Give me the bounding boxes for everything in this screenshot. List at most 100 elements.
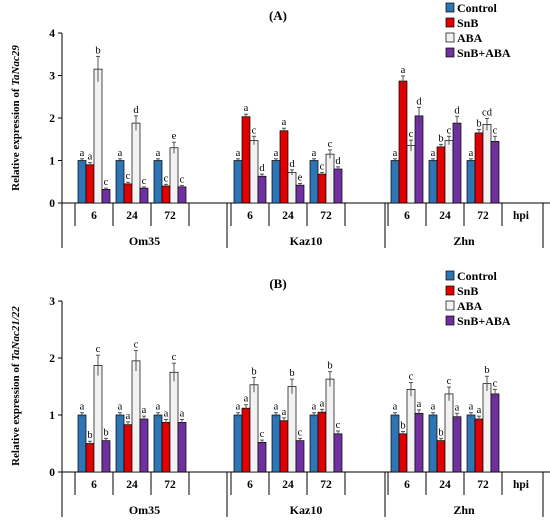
panel-a-significance-letter: e <box>298 172 303 183</box>
panel-b-significance-letter: a <box>393 402 398 413</box>
panel-a-significance-letter: a <box>401 65 406 76</box>
panel-a-significance-letter: c <box>252 125 257 136</box>
panel-a-bar-control-zhn-6h <box>390 160 400 204</box>
panel-b-bar-snb-zhn-6h <box>398 433 408 473</box>
panel-b-significance-letter: b <box>400 421 405 432</box>
panel-a-y-tick-label: 1 <box>49 156 55 168</box>
panel-b: (B) Relative expression of TaNac21/22 0 1… <box>10 269 550 517</box>
panel-a-bar-snb-zhn-72h <box>474 132 484 204</box>
panel-a-bar-snb-zhn-6h <box>398 80 408 204</box>
panel-a-significance-letter: a <box>244 103 249 114</box>
panel-b-legend-swatch <box>445 285 455 296</box>
panel-a-timepoint-label: 24 <box>282 210 294 222</box>
panel-b-significance-letter: b <box>289 368 294 379</box>
panel-b-significance-letter: a <box>244 394 249 405</box>
panel-a-significance-letter: b <box>438 133 443 144</box>
panel-a-significance-letter: cd <box>482 107 493 118</box>
panel-b-bar-aba-zhn-6h <box>406 389 416 473</box>
panel-a-legend-swatch <box>445 2 455 13</box>
panel-b-timepoint-label: 72 <box>164 479 176 491</box>
panel-a-significance-letter: e <box>172 131 177 142</box>
panel-a-significance-letter: d <box>335 156 341 167</box>
panel-b-y-tick-label: 0 <box>49 467 55 479</box>
panel-a-significance-letter: c <box>320 161 325 172</box>
panel-b-significance-letter: a <box>126 411 131 422</box>
panel-b-legend-entry: SnB <box>457 284 478 298</box>
panel-b-timepoint-label: 72 <box>320 479 332 491</box>
panel-b-timepoint-label: 24 <box>126 479 138 491</box>
panel-b-bar-aba-kaz10-72h <box>325 378 335 473</box>
panel-b-cultivar-label: Zhn <box>453 503 475 517</box>
panel-a-significance-letter: b <box>95 45 100 56</box>
panel-b-significance-letter: a <box>274 402 279 413</box>
panel-b-y-tick-label: 2 <box>49 353 55 365</box>
panel-a-significance-letter: c <box>447 125 452 136</box>
panel-b-bar-aba-om35-24h <box>131 360 141 473</box>
panel-b-bar-snb-kaz10-6h <box>241 407 251 473</box>
panel-b-significance-letter: b <box>251 366 256 377</box>
panel-b-significance-letter: a <box>282 407 287 418</box>
panel-b-bar-control-zhn-24h <box>428 414 438 473</box>
panel-a-bar-control-kaz10-6h <box>233 160 243 204</box>
panel-a-timepoint-label: 6 <box>404 210 410 222</box>
panel-a-bar-snb-om35-24h <box>123 183 133 204</box>
panel-b-significance-letter: a <box>236 402 241 413</box>
panel-a-timepoint-label: 24 <box>126 210 138 222</box>
panel-b-significance-letter: c <box>172 352 177 363</box>
panel-b-bar-control-kaz10-6h <box>233 414 243 473</box>
panel-a-timepoint-label: 6 <box>91 210 97 222</box>
panel-a-bar-control-zhn-24h <box>428 160 438 204</box>
panel-b-bar-snb-aba-zhn-24h <box>452 416 462 473</box>
panel-b-x-unit-label: hpi <box>513 479 530 491</box>
panel-a-y-tick-label: 2 <box>49 113 55 125</box>
panel-a-bar-snb-aba-kaz10-72h <box>333 168 343 204</box>
panel-a-significance-letter: a <box>393 148 398 159</box>
panel-a-significance-letter: a <box>118 148 123 159</box>
panel-b-y-axis-label: Relative expression of TaNac21/22 <box>10 306 22 466</box>
panel-b-bar-snb-kaz10-72h <box>317 411 327 473</box>
panel-b-cultivar-label: Kaz10 <box>290 503 323 517</box>
panel-a-timepoint-label: 6 <box>247 210 253 222</box>
panel-a-significance-letter: b <box>476 118 481 129</box>
panel-a-bar-control-om35-24h <box>115 160 125 204</box>
panel-b-significance-letter: a <box>312 402 317 413</box>
panel-b-significance-letter: b <box>438 427 443 438</box>
panel-a-cultivar-label: Om35 <box>129 234 160 248</box>
panel-a-y-tick-label: 3 <box>49 71 55 83</box>
panel-a-bar-snb-aba-zhn-72h <box>490 141 500 204</box>
panel-b-legend-swatch <box>445 315 455 326</box>
panel-b-bar-snb-kaz10-24h <box>279 420 289 473</box>
panel-b-bar-snb-aba-om35-24h <box>139 418 149 473</box>
panel-b-bar-control-om35-24h <box>115 414 125 473</box>
panel-b-significance-letter: c <box>447 376 452 387</box>
panel-b-legend-entry: ABA <box>457 299 483 313</box>
panel-a-bar-aba-zhn-6h <box>406 145 416 204</box>
panel-a-bar-snb-aba-om35-24h <box>139 187 149 204</box>
panel-a-significance-letter: d <box>289 159 295 170</box>
panel-a-significance-letter: c <box>180 175 185 186</box>
panel-b-bar-snb-aba-zhn-72h <box>490 393 500 473</box>
panel-a-significance-letter: c <box>328 139 333 150</box>
panel-a-bar-aba-kaz10-6h <box>249 140 259 204</box>
panel-a-legend-entry: ABA <box>457 31 483 45</box>
panel-b-bar-aba-kaz10-24h <box>287 386 297 473</box>
panel-a-timepoint-label: 72 <box>164 210 176 222</box>
panel-a-bar-snb-om35-6h <box>85 164 95 204</box>
panel-a-label: (A) <box>269 8 287 23</box>
panel-b-significance-letter: a <box>142 405 147 416</box>
panel-b-significance-letter: a <box>118 402 123 413</box>
panel-b-timepoint-label: 24 <box>439 479 451 491</box>
panel-a-significance-letter: a <box>282 117 287 128</box>
panel-b-bar-snb-om35-24h <box>123 424 133 473</box>
panel-b-bar-control-zhn-72h <box>466 414 476 473</box>
panel-b-significance-letter: b <box>87 430 92 441</box>
panel-b-significance-letter: a <box>477 405 482 416</box>
panel-a-significance-letter: c <box>409 129 414 140</box>
panel-b-bar-snb-aba-om35-72h <box>177 422 187 473</box>
panel-b-cultivar-label: Om35 <box>129 503 160 517</box>
panel-a-legend-swatch <box>445 17 455 28</box>
panel-b-significance-letter: c <box>298 427 303 438</box>
panel-b-significance-letter: b <box>327 361 332 372</box>
panel-a-bar-snb-kaz10-6h <box>241 116 251 204</box>
